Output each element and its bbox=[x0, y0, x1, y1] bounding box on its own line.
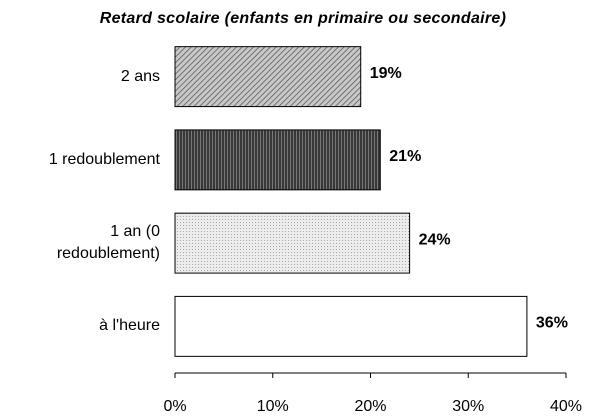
x-tick-label: 30% bbox=[452, 398, 484, 415]
value-label: 24% bbox=[419, 231, 451, 248]
y-tick-label: 1 an (0 redoublement) bbox=[56, 223, 160, 263]
bar bbox=[174, 46, 362, 108]
y-tick-label: 1 redoublement bbox=[48, 150, 160, 168]
value-label: 19% bbox=[370, 65, 402, 82]
chart-title: Retard scolaire (enfants en primaire ou … bbox=[100, 10, 507, 27]
y-tick-label: 2 ans bbox=[120, 67, 160, 85]
value-label: 36% bbox=[536, 315, 568, 332]
x-tick-label: 0% bbox=[163, 398, 186, 415]
bar bbox=[174, 212, 411, 274]
value-label: 21% bbox=[389, 148, 421, 165]
bar bbox=[174, 295, 528, 357]
x-tick-label: 10% bbox=[257, 398, 289, 415]
bar bbox=[174, 129, 381, 191]
x-tick-label: 20% bbox=[354, 398, 386, 415]
x-tick-label: 40% bbox=[550, 398, 582, 415]
y-tick-label: à l'heure bbox=[99, 317, 160, 335]
